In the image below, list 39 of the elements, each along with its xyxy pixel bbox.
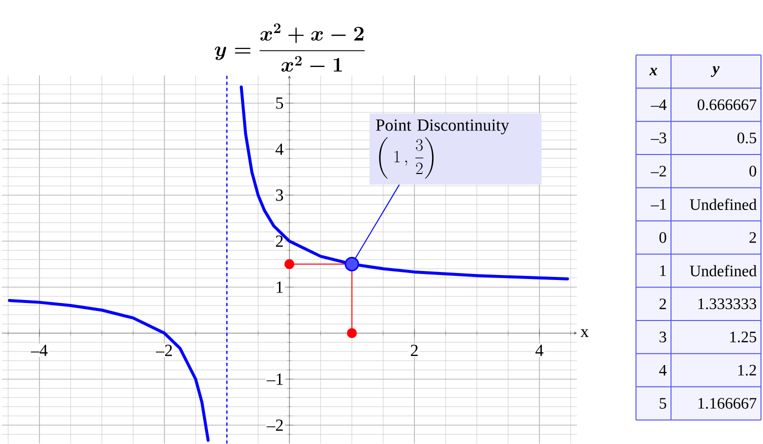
- text: Undefined: [690, 198, 757, 210]
- x-tick-label: –4: [30, 344, 48, 356]
- annotation: Point Discontinuity: [376, 119, 510, 134]
- x-axis-title: x: [580, 329, 589, 337]
- text: 0.5: [737, 132, 756, 144]
- y-tick-label: 1: [276, 281, 283, 293]
- text: 1.166667: [698, 398, 756, 409]
- text: 4: [659, 364, 667, 376]
- text: 0: [659, 232, 666, 243]
- text: 2: [750, 232, 756, 243]
- text: 0.666667: [698, 99, 756, 110]
- y-tick-label: 2: [276, 235, 283, 247]
- line-series: [240, 85, 569, 280]
- text: 2: [660, 298, 666, 310]
- y-tick-label: 5: [276, 97, 284, 109]
- text: x: [649, 68, 658, 76]
- text: y: [710, 66, 720, 77]
- y-tick-label: –2: [266, 419, 283, 431]
- line-series: [8, 298, 210, 442]
- text: 1.2: [738, 364, 756, 376]
- x-tick-label: 2: [410, 344, 418, 356]
- chart-title: $y = \frac{x^2 + x - 2}{x^2 - 1}$: [214, 23, 365, 72]
- x-tick-label: –2: [156, 344, 172, 356]
- text: 0: [749, 166, 756, 176]
- text: 1.333333: [698, 298, 756, 310]
- text: 1: [660, 265, 666, 276]
- text: 1.25: [730, 332, 756, 342]
- text: 5: [660, 398, 666, 409]
- y-tick-label: 4: [276, 143, 284, 155]
- text: –2: [650, 166, 666, 176]
- x-tick-label: 4: [535, 344, 544, 356]
- text: –4: [650, 99, 667, 110]
- text: –3: [650, 132, 666, 144]
- y-tick-label: –1: [266, 373, 283, 385]
- text: 3: [660, 332, 666, 342]
- text: –1: [650, 198, 666, 210]
- y-tick-label: 3: [276, 189, 284, 201]
- text: Undefined: [690, 264, 757, 276]
- annotation: $\left(\;1\,,\,\frac{3}{2}\right)$: [379, 137, 434, 179]
